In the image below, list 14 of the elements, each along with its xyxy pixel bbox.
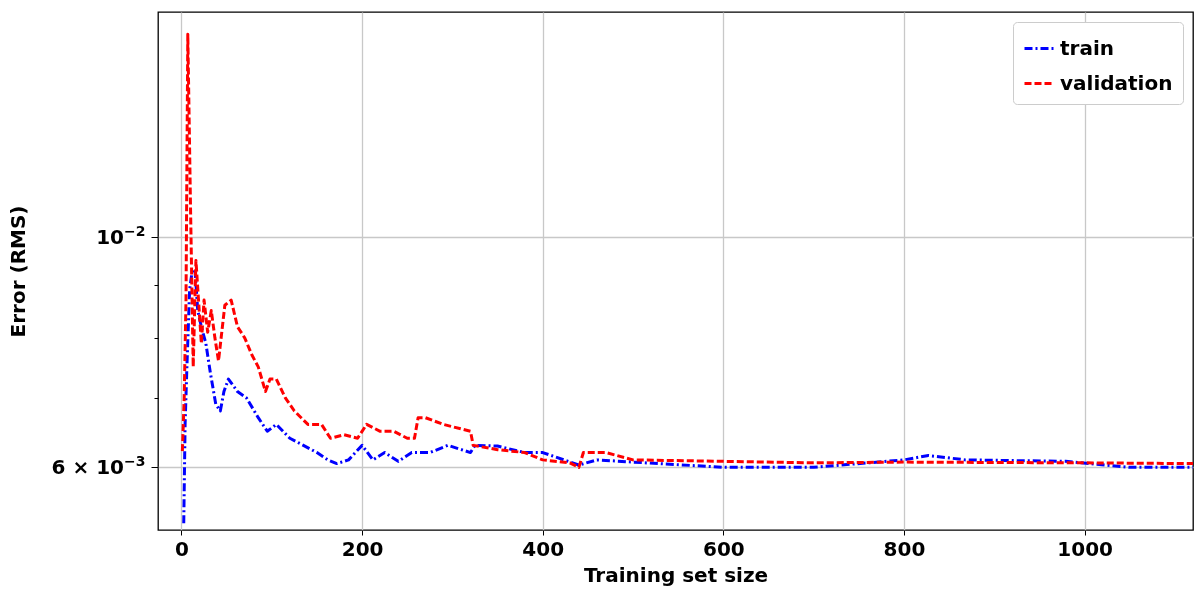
x-tick-label: 800 [883,536,926,561]
y-tick-label: 6 × 10$^{−3}$ [51,452,146,479]
y-tick-label: 10$^{−2}$ [96,222,146,249]
x-tick-label: 0 [175,536,189,561]
line-series [180,32,1193,469]
legend-label: validation [1060,70,1173,95]
x-tick-label: 600 [702,536,745,561]
x-tick-label: 200 [341,536,384,561]
legend-label: train [1060,35,1115,60]
x-tick-label: 1000 [1057,536,1113,561]
y-axis-title: Error (RMS) [5,205,30,338]
line-series [182,268,1193,525]
x-tick-label: 400 [522,536,565,561]
x-axis-title: Training set size [583,562,769,587]
